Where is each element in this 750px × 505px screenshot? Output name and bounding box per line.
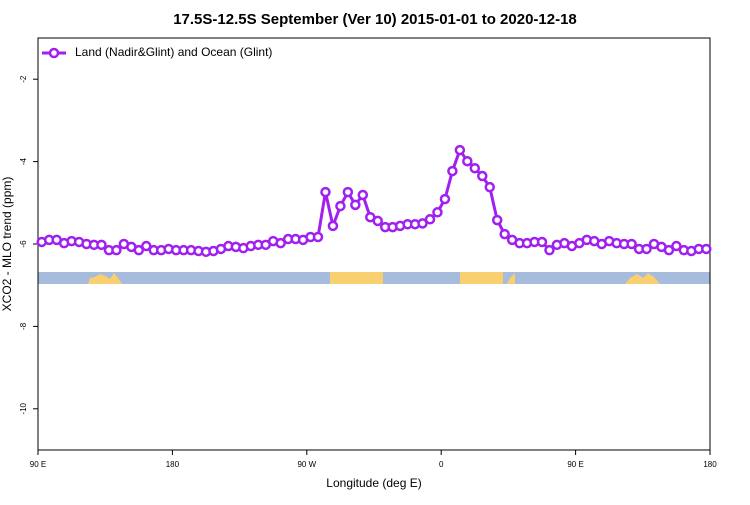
y-tick-label: -10 [19, 402, 28, 414]
data-point [432, 207, 443, 218]
x-axis-label: Longitude (deg E) [326, 476, 421, 490]
x-tick-label: 0 [439, 460, 444, 469]
data-point [469, 162, 481, 174]
y-tick-label: -8 [19, 322, 28, 330]
data-point [275, 237, 286, 249]
data-point [671, 240, 682, 252]
land-patch [507, 273, 515, 284]
x-tick-label: 90 E [30, 460, 46, 469]
data-point [350, 199, 361, 211]
data-point [439, 193, 451, 205]
data-point [626, 238, 637, 250]
legend-label: Land (Nadir&Glint) and Ocean (Glint) [75, 45, 272, 59]
land-patch [88, 273, 122, 284]
land-ocean-band [38, 272, 710, 284]
data-point [663, 244, 675, 256]
data-point [417, 218, 428, 229]
land-patch [330, 272, 383, 284]
data-point [701, 243, 712, 255]
y-tick-label: -6 [19, 240, 28, 248]
chart-title: 17.5S-12.5S September (Ver 10) 2015-01-0… [173, 11, 577, 28]
data-point [320, 186, 331, 198]
y-tick-label: -4 [19, 157, 28, 165]
y-tick-label: -2 [19, 75, 28, 83]
data-point [372, 215, 383, 227]
data-point [484, 181, 495, 193]
x-tick-label: 90 W [297, 460, 316, 469]
data-point [491, 214, 503, 226]
data-point [96, 239, 107, 251]
data-point [424, 214, 436, 225]
legend-marker [48, 47, 60, 59]
data-point [312, 231, 324, 243]
data-point [641, 243, 652, 255]
x-tick-label: 180 [166, 460, 180, 469]
data-point [335, 200, 346, 212]
data-point [544, 244, 555, 256]
data-point [133, 244, 145, 256]
data-point [477, 170, 488, 182]
data-point [462, 155, 473, 167]
data-point [447, 165, 458, 177]
data-point [342, 186, 354, 198]
land-patch [625, 273, 660, 284]
data-point [499, 228, 510, 240]
y-axis-label: XCO2 - MLO trend (ppm) [0, 177, 14, 312]
data-point [141, 240, 152, 252]
data-point [536, 236, 548, 248]
data-point [454, 144, 466, 156]
data-point [111, 244, 122, 256]
x-tick-label: 90 E [567, 460, 583, 469]
data-point [357, 189, 369, 201]
land-patch [460, 272, 503, 284]
x-tick-label: 180 [703, 460, 717, 469]
data-point [327, 220, 339, 232]
